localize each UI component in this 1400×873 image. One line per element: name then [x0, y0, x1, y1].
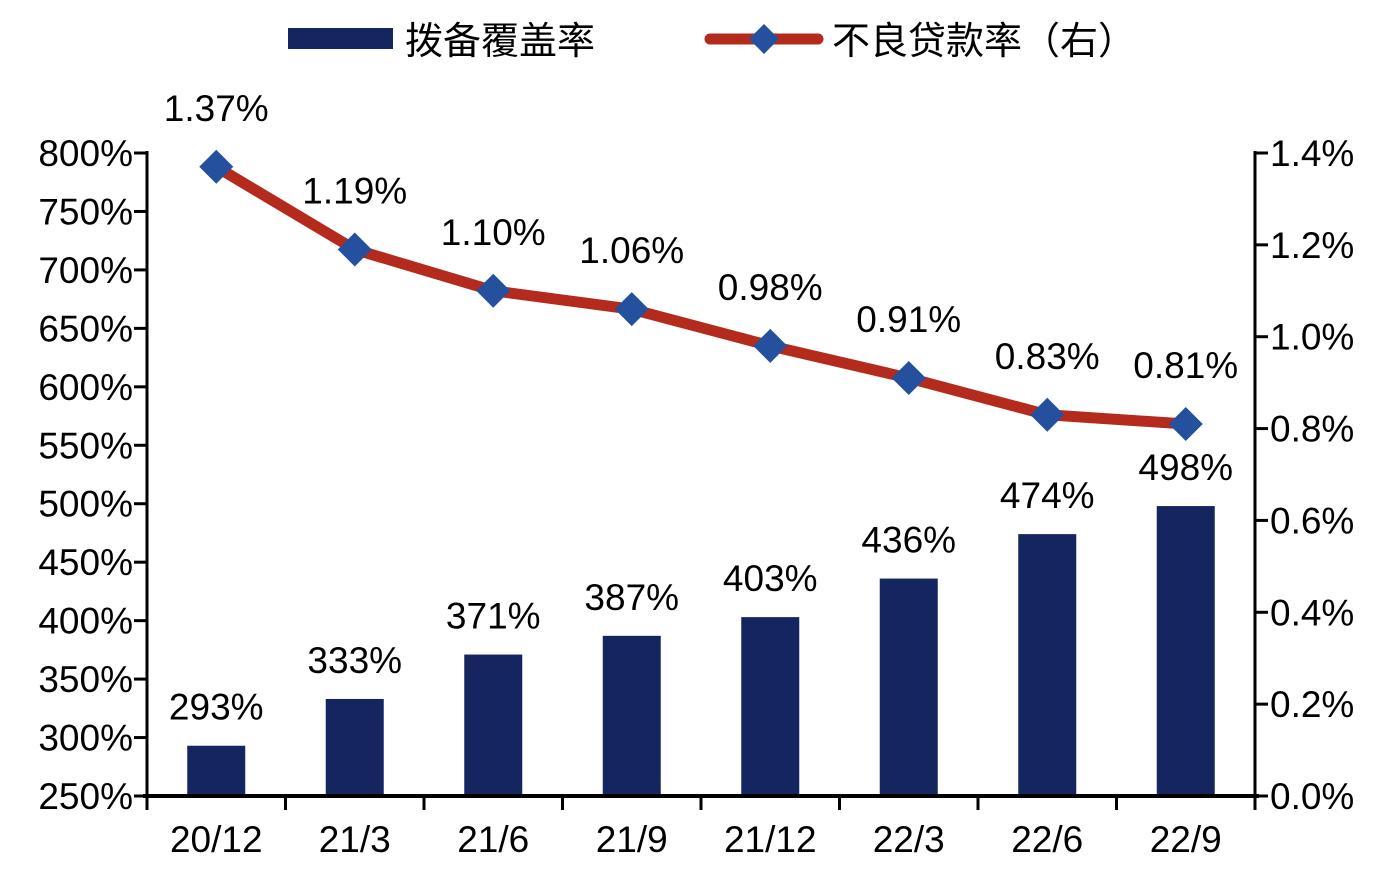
- bar: [741, 617, 800, 796]
- x-axis-category-label: 21/9: [596, 819, 668, 860]
- left-axis-tick-label: 300%: [38, 718, 133, 759]
- x-axis-category-label: 22/9: [1150, 819, 1222, 860]
- line-value-label: 1.10%: [441, 212, 546, 253]
- left-axis-tick-label: 500%: [38, 484, 133, 525]
- bar: [602, 635, 661, 796]
- right-axis-tick-label: 1.4%: [1270, 133, 1354, 174]
- bar-value-label: 293%: [169, 687, 264, 728]
- legend-bar-swatch-icon: [288, 28, 393, 49]
- line-value-label: 1.37%: [164, 88, 269, 129]
- legend-diamond-marker-icon: [749, 24, 779, 54]
- line-diamond-marker-icon: [1030, 397, 1065, 432]
- line-value-label: 1.06%: [579, 230, 684, 271]
- bar: [187, 745, 246, 796]
- bar: [879, 578, 938, 796]
- bar: [464, 654, 523, 796]
- legend-bar-label: 拨备覆盖率: [405, 21, 595, 63]
- right-axis-tick-label: 0.4%: [1270, 592, 1354, 633]
- line-value-label: 0.91%: [856, 299, 961, 340]
- x-axis-category-label: 22/6: [1011, 819, 1083, 860]
- x-axis-category-label: 21/12: [724, 819, 817, 860]
- right-axis-tick-label: 0.6%: [1270, 500, 1354, 541]
- line-diamond-marker-icon: [476, 273, 511, 308]
- x-axis-category-label: 22/3: [873, 819, 945, 860]
- left-axis-tick-label: 350%: [38, 659, 133, 700]
- x-axis-category-label: 20/12: [170, 819, 263, 860]
- left-axis-tick-label: 650%: [38, 308, 133, 349]
- plot-area: 800% 750% 700% 650% 600% 550% 500% 450% 400% 350%…: [38, 88, 1354, 860]
- bar-value-label: 371%: [446, 596, 541, 637]
- line-value-label: 0.98%: [718, 267, 823, 308]
- bar-value-label: 436%: [861, 520, 956, 561]
- line-diamond-marker-icon: [614, 292, 649, 327]
- bar-value-label: 403%: [723, 558, 818, 599]
- left-axis-tick-label: 800%: [38, 133, 133, 174]
- bar: [1156, 506, 1215, 796]
- line-diamond-marker-icon: [337, 232, 372, 267]
- line-value-label: 0.81%: [1133, 345, 1238, 386]
- npl-ratio-line: [210, 161, 1192, 430]
- left-axis-tick-label: 700%: [38, 250, 133, 291]
- bar-value-label: 387%: [584, 577, 679, 618]
- bar: [1018, 534, 1077, 796]
- bar: [325, 698, 384, 796]
- line-diamond-marker-icon: [753, 328, 788, 363]
- legend: 拨备覆盖率 不良贷款率（右）: [288, 21, 1136, 63]
- x-axis-category-label: 21/6: [457, 819, 529, 860]
- left-axis-tick-label: 750%: [38, 191, 133, 232]
- right-axis-tick-label: 0.2%: [1270, 684, 1354, 725]
- right-axis-tick-label: 1.2%: [1270, 225, 1354, 266]
- line-value-label: 0.83%: [995, 336, 1100, 377]
- right-axis-tick-label: 0.0%: [1270, 776, 1354, 817]
- bar-value-label: 333%: [307, 640, 402, 681]
- left-axis-tick-label: 400%: [38, 601, 133, 642]
- right-axis-tick-label: 1.0%: [1270, 317, 1354, 358]
- right-axis-tick-label: 0.8%: [1270, 409, 1354, 450]
- left-axis-tick-label: 600%: [38, 367, 133, 408]
- left-axis-tick-label: 450%: [38, 542, 133, 583]
- line-diamond-marker-icon: [1168, 406, 1203, 441]
- bar-value-label: 474%: [1000, 475, 1095, 516]
- line-value-label: 1.19%: [302, 170, 407, 211]
- left-axis-tick-label: 550%: [38, 425, 133, 466]
- bar-value-label: 498%: [1138, 447, 1233, 488]
- legend-line-label: 不良贷款率（右）: [832, 21, 1136, 63]
- line-diamond-marker-icon: [891, 361, 926, 396]
- x-axis-category-label: 21/3: [319, 819, 391, 860]
- left-axis-tick-label: 250%: [38, 776, 133, 817]
- line-diamond-marker-icon: [199, 149, 234, 184]
